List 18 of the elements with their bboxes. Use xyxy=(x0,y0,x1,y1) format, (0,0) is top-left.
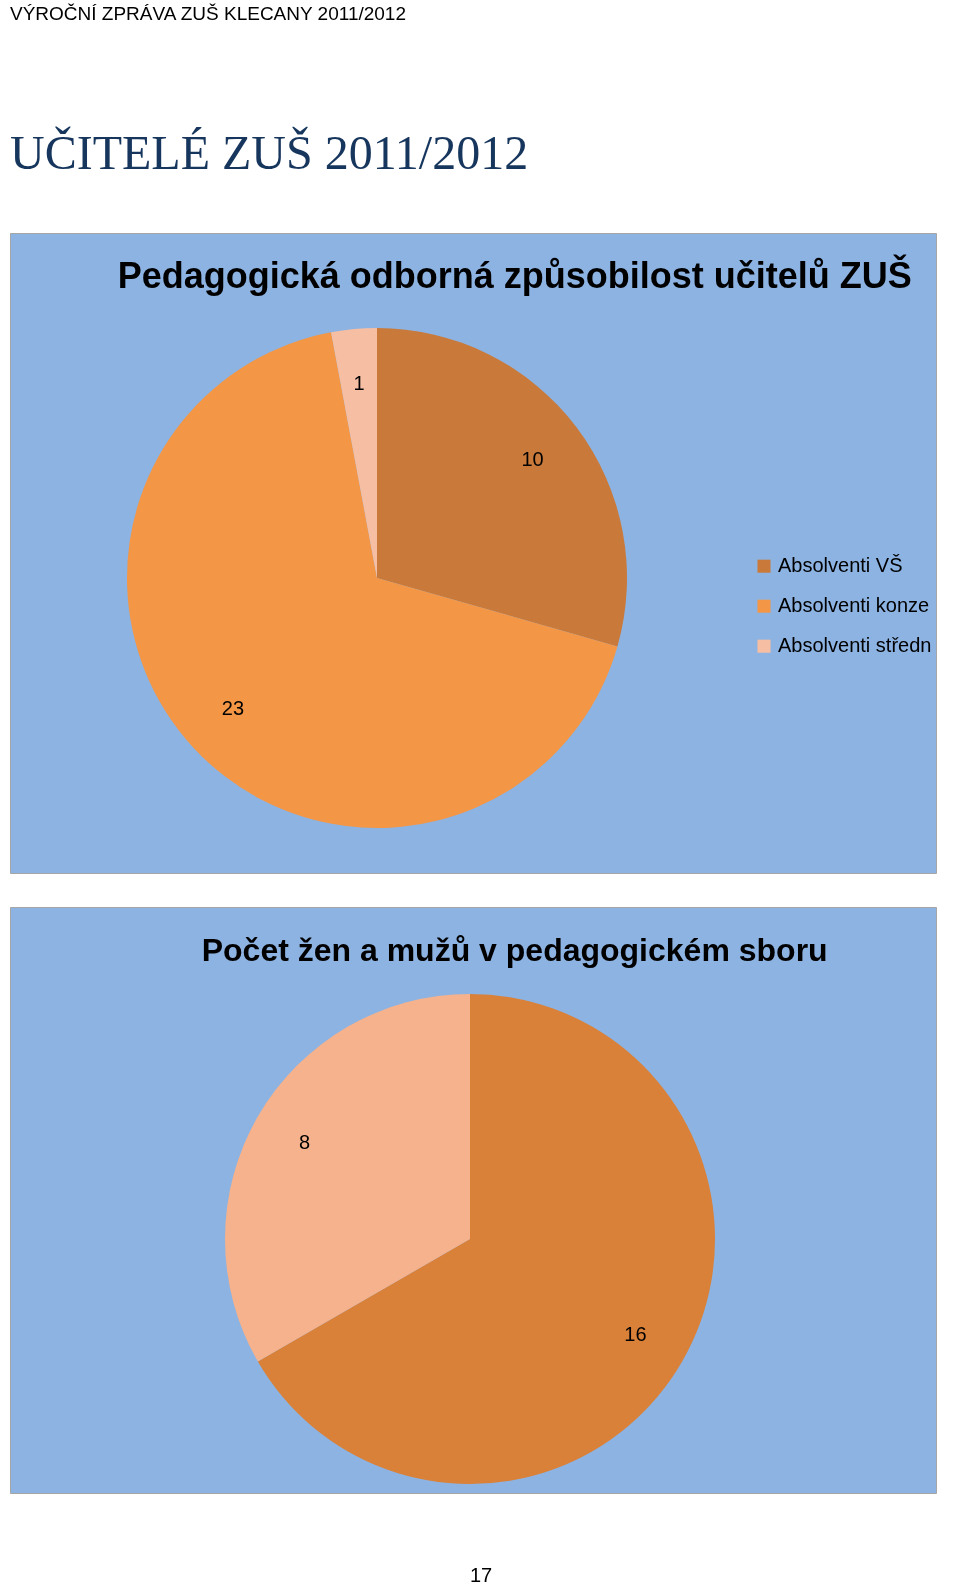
chart-title: Počet žen a mužů v pedagogickém sboru xyxy=(201,932,828,968)
text: VÝROČNÍ ZPRÁVA ZUŠ KLECANY 2011/2012 xyxy=(10,3,407,24)
pie-slice xyxy=(331,328,377,578)
data-label: 16 xyxy=(624,1322,647,1345)
pie-slice xyxy=(377,328,627,647)
data-label: 23 xyxy=(221,697,245,720)
data-label: 8 xyxy=(298,1131,311,1154)
chart-title: Pedagogická odborná způsobilost učitelů ZUŠ xyxy=(117,254,912,296)
text: UČITELÉ ZUŠ 2011/2012 xyxy=(10,126,529,179)
legend-label: Absolventi středn xyxy=(778,634,932,657)
legend-label: Absolventi konze xyxy=(778,594,930,617)
data-label: 1 xyxy=(353,371,365,394)
text: 17 xyxy=(469,1564,493,1584)
pie-slice xyxy=(257,994,715,1484)
pie-slice xyxy=(225,994,470,1362)
pie-slice xyxy=(127,332,618,828)
legend-label: Absolventi VŠ xyxy=(778,554,903,577)
data-label: 10 xyxy=(521,448,544,471)
